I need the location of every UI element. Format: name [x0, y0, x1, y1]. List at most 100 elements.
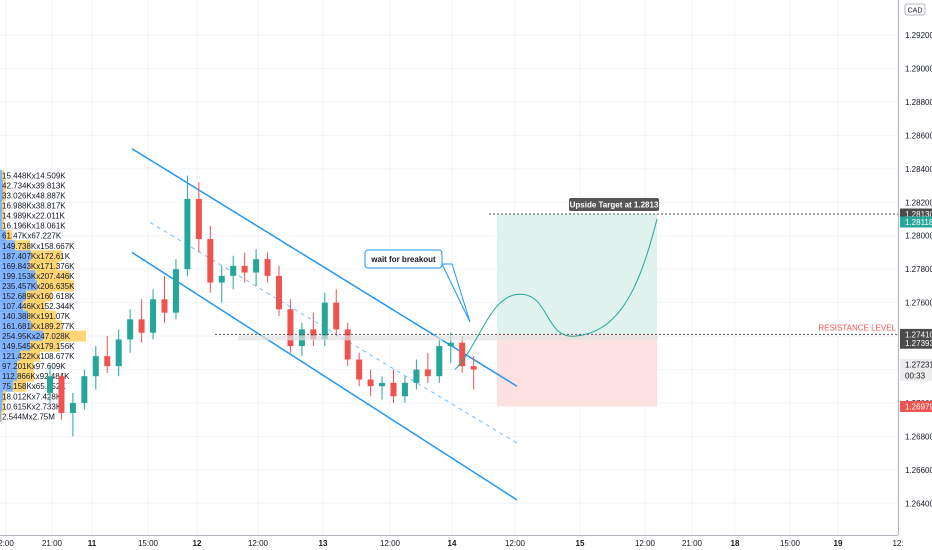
volume-bar-buy: [0, 380, 13, 392]
time-tick: 15:00: [138, 539, 159, 548]
candle-body: [161, 299, 168, 313]
time-tick: 14: [448, 539, 457, 548]
candle-body: [321, 302, 328, 340]
candle-body: [47, 376, 53, 393]
price-label-box: [900, 369, 932, 381]
volume-bar-buy: [0, 240, 15, 252]
candle-body: [58, 376, 65, 413]
volume-label: 161.681Kx189.277K: [2, 322, 75, 331]
volume-label: 10.615Kx2.733K: [2, 402, 62, 411]
channel-upper-line: [131, 148, 518, 387]
time-tick: 2:00: [0, 539, 14, 548]
candle-body: [104, 356, 111, 367]
candle-body: [81, 376, 88, 403]
price-label-box: [900, 358, 932, 370]
volume-label: 33.026Kx48.887K: [2, 192, 66, 201]
candle-body: [436, 346, 443, 377]
price-label: 1.26979: [905, 402, 932, 411]
candle-body: [230, 265, 237, 276]
volume-bar-sell: [6, 230, 12, 242]
price-label-box: [900, 208, 932, 220]
resistance-label: RESISTANCE LEVEL: [818, 323, 896, 332]
time-axis[interactable]: 2:00 21:00 11 15:00 12 12:00 13 12:00 14 12:00 15 1…: [0, 535, 932, 550]
price-tick: 1.28800: [905, 98, 932, 107]
volume-bar-sell: [30, 340, 60, 352]
candle-body: [344, 329, 351, 360]
volume-bar-buy: [0, 170, 2, 182]
price-label-box: [900, 400, 932, 412]
candle-body: [356, 359, 363, 380]
price-label-box: [900, 328, 932, 340]
loss-zone: [497, 334, 657, 407]
projected-path: [454, 218, 658, 370]
drawings[interactable]: RESISTANCE LEVEL Upside Target at 1.2813 w…: [215, 198, 898, 370]
volume-bar-sell: [3, 180, 6, 192]
currency-badge: [904, 3, 926, 16]
volume-bar-sell: [23, 300, 46, 312]
callout-pointer: [441, 263, 471, 323]
volume-bar-buy: [0, 250, 31, 262]
price-axis[interactable]: CAD 1.29200 1.29000 1.28800 1.28600 1.28400 1.…: [898, 0, 932, 550]
volume-label: 149.738Kx158.667K: [2, 242, 75, 251]
volume-bar-buy: [0, 350, 20, 362]
price-tick: 1.26600: [905, 466, 932, 475]
channel-mid-line: [149, 221, 518, 444]
candle-body: [367, 379, 374, 387]
price-tick: 1.26800: [905, 432, 932, 441]
volume-bar-sell: [31, 320, 62, 332]
resistance-band: [238, 335, 658, 341]
time-tick: 18: [731, 539, 740, 548]
volume-bar-sell: [31, 250, 62, 262]
volume-label: 15.448Kx14.509K: [2, 172, 66, 181]
volume-bar-buy: [0, 390, 3, 402]
volume-bar-sell: [2, 170, 4, 182]
volume-bar-sell: [17, 370, 34, 382]
candle-body: [138, 319, 145, 333]
volume-label: 42.734Kx39.813K: [2, 182, 66, 191]
channel-lower-line: [131, 251, 518, 501]
target-label-box: [569, 198, 659, 211]
volume-bar-buy: [0, 220, 2, 232]
currency-label: CAD: [908, 8, 923, 15]
time-tick: 15: [576, 539, 585, 548]
price-tick: 1.26400: [905, 499, 932, 508]
trade-zones: [497, 214, 657, 407]
volume-label: 2.544Mx2.75M: [2, 412, 55, 421]
time-tick: 12:00: [248, 539, 269, 548]
candle-body: [127, 319, 134, 340]
time-tick: 12:00: [635, 539, 656, 548]
volume-label: 16.196Kx18.061K: [2, 222, 66, 231]
volume-label: 149.545Kx179.156K: [2, 342, 75, 351]
price-tick: 1.28000: [905, 232, 932, 241]
candle-body: [401, 382, 408, 397]
volume-bar-sell: [2, 200, 4, 212]
volume-bar-sell: [2, 400, 4, 412]
time-tick: 21:00: [682, 539, 703, 548]
volume-label: 97.201Kx97.609K: [2, 362, 66, 371]
volume-bar-buy: [0, 330, 43, 342]
target-label: Upside Target at 1.2813: [570, 201, 659, 210]
volume-bar-buy: [0, 400, 2, 412]
volume-bar-sell: [15, 240, 30, 252]
volume-bar-buy: [0, 190, 3, 202]
candle-body: [264, 259, 271, 276]
price-label: 1.28118: [905, 218, 932, 227]
price-label-box: [900, 216, 932, 228]
volume-bar-sell: [13, 380, 26, 392]
volume-bar-sell: [35, 270, 70, 282]
volume-label: 152.689Kx160.618K: [2, 292, 75, 301]
time-tick: 21:00: [42, 539, 63, 548]
candle-body: [172, 269, 179, 313]
time-tick: 12:00: [505, 539, 526, 548]
volume-label: 199.153Kx207.446K: [2, 272, 75, 281]
volume-label: 61.47Kx67.227K: [2, 232, 62, 241]
candle-body: [390, 382, 397, 397]
candle-body: [287, 309, 294, 347]
callout-box: [364, 249, 443, 269]
volume-bar-buy: [0, 320, 31, 332]
candle-body: [413, 369, 420, 383]
candle-body: [253, 259, 260, 273]
volume-label: 112.866Kx92.484K: [2, 372, 70, 381]
price-channel[interactable]: [131, 148, 518, 501]
